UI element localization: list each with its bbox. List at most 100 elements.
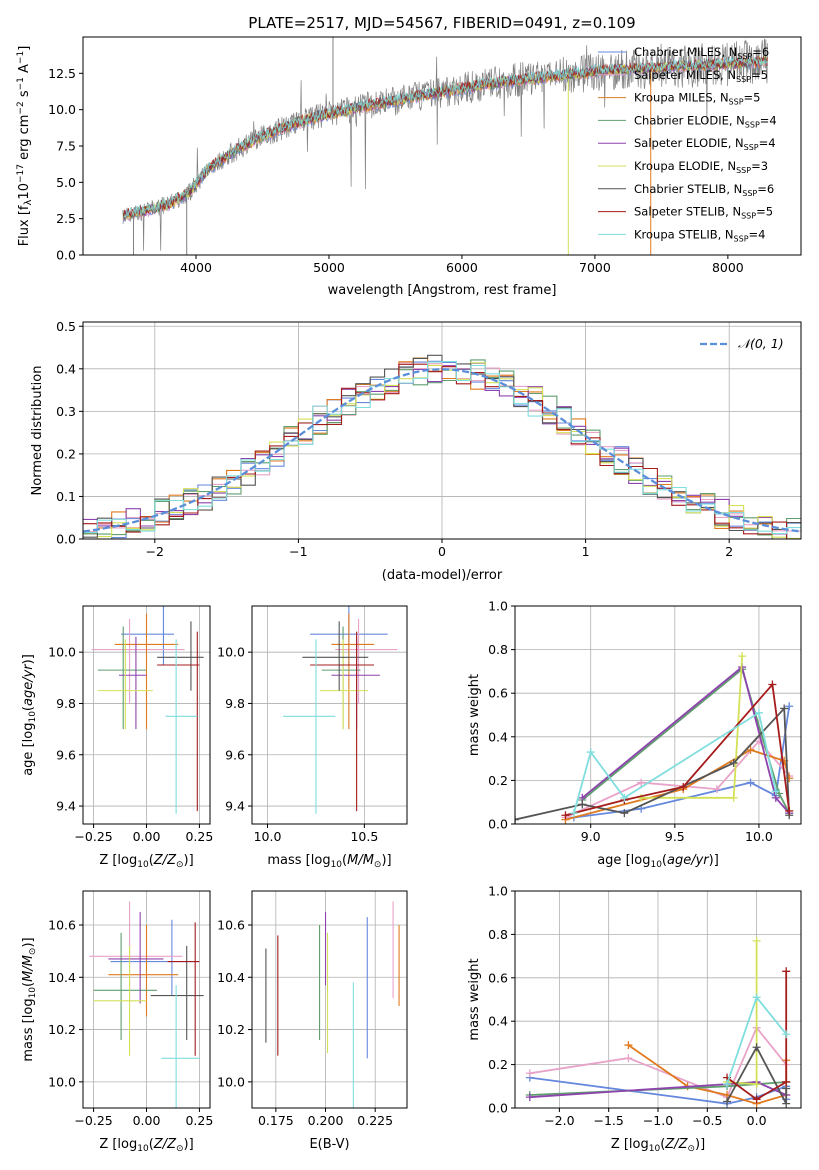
weight-line-chabrier_elodie [581, 667, 791, 814]
weight-point-chabrier_stelib [578, 800, 587, 809]
label-part: Z [log [99, 1137, 137, 1152]
x-axis-label: wavelength [Angstrom, rest frame] [328, 283, 557, 298]
y-tick-label: 0.2 [488, 773, 508, 788]
y-axis-label: age [log10(age/yr)] [21, 654, 38, 776]
legend-label-sub: SSP [737, 52, 752, 61]
y-tick-label: 0.4 [56, 361, 76, 376]
x-tick-label: −1.0 [643, 1113, 673, 1128]
x-axis-label: mass [log10(M/M⊙)] [267, 853, 391, 870]
y-tick-label: 10.0 [48, 645, 76, 660]
weight-point-kroupa_stelib [723, 1080, 732, 1089]
legend-label: Salpeter STELIB, NSSP=5 [634, 205, 773, 221]
x-tick-label: 0.200 [308, 1113, 344, 1128]
label-part: )] [21, 654, 36, 664]
x-tick-label: 0.0 [747, 1113, 767, 1128]
x-tick-label: 0.25 [185, 1113, 213, 1128]
y-tick-label: 0.4 [488, 729, 508, 744]
x-tick-label: −2 [146, 544, 164, 559]
legend-label-sub: SSP [736, 166, 751, 175]
legend-label-eq: =5 [756, 205, 773, 219]
plot-area [265, 901, 400, 1108]
y-axis-label: mass [log10(M/M⊙)] [21, 937, 38, 1061]
x-tick-label: 10.0 [254, 829, 282, 844]
legend-label: Chabrier ELODIE, NSSP=4 [634, 113, 777, 129]
weight-point-salpeter_miles [712, 785, 721, 794]
histogram-salpeter_stelib [83, 363, 801, 539]
x-tick-label: 10.0 [745, 829, 773, 844]
legend-label-main: Salpeter MILES, N [634, 68, 736, 82]
weight-point-salpeter_elodie [525, 1093, 534, 1102]
label-part: ( [21, 706, 36, 711]
weight-point-salpeter_stelib [768, 680, 777, 689]
weight-line-salpeter_stelib [726, 971, 788, 1101]
plot-area [283, 606, 398, 814]
y-tick-label: 10.4 [217, 970, 245, 985]
panel-spectrum: 4000 5000 6000 7000 8000 0.0 2.5 5.0 7.5 10.0 12.5… [16, 36, 802, 298]
label-part: )] [184, 1137, 194, 1152]
weight-point-salpeter_miles [525, 1069, 534, 1078]
normal-curve [83, 368, 801, 533]
weight-point-salpeter_stelib [679, 782, 688, 791]
x-tick-label: 0 [438, 544, 446, 559]
label-part: M/M [21, 955, 36, 982]
legend-label-sub: SSP [742, 189, 757, 198]
y-tick-label: 10.6 [217, 917, 245, 932]
y-tick-label: 0.5 [56, 319, 76, 334]
axes-frame [514, 605, 802, 825]
x-axis-label: Z [log10(Z/Z⊙)] [99, 853, 193, 870]
label-part: ⊙ [28, 948, 38, 956]
label-part: ⊙ [374, 860, 382, 870]
y-tick-label: 0.1 [56, 489, 76, 504]
label-part: 10 [650, 860, 662, 870]
y-tick-label: 10.2 [217, 1022, 245, 1037]
histogram-salpeter_elodie [83, 362, 801, 539]
x-tick-label: 2 [725, 544, 733, 559]
axes-frame [251, 890, 408, 1109]
x-axis-label: (data-model)/error [382, 568, 503, 583]
x-tick-label: −1 [289, 544, 307, 559]
label-part: ( [660, 1137, 665, 1152]
label-part: Z/Z [153, 853, 177, 868]
weight-line-chabrier_stelib [726, 1045, 788, 1105]
label-part: age/yr [21, 663, 36, 706]
y-tick-label: 9.6 [56, 747, 76, 762]
label-part: Z [log [99, 853, 137, 868]
y-axis-label: Flux [fλ10−17 erg cm−2 s−1 A−1] [16, 46, 34, 247]
weight-point-chabrier_stelib [782, 1099, 791, 1108]
label-part: ⊙ [687, 1144, 695, 1154]
weight-point-salpeter_miles [624, 1054, 633, 1063]
x-tick-label: 0.00 [133, 829, 161, 844]
y-tick-label: 0.0 [56, 532, 76, 547]
plot-area [515, 652, 794, 824]
x-tick-label: 6000 [446, 260, 478, 275]
legend-label-main: Chabrier ELODIE, N [634, 113, 745, 127]
weight-point-chabrier_stelib [780, 704, 789, 713]
weight-point-kroupa_stelib [586, 748, 595, 757]
legend-label: 𝒩(0, 1) [738, 336, 784, 351]
weight-line-salpeter_stelib [565, 682, 791, 817]
y-tick-label: 9.4 [56, 799, 76, 814]
legend-label-eq: =6 [757, 182, 774, 196]
y-tick-label: 9.8 [56, 696, 76, 711]
y-tick-label: 0.4 [488, 1014, 508, 1029]
weight-point-salpeter_stelib [785, 806, 794, 815]
label-part: 10 [331, 860, 343, 870]
legend-label-main: Chabrier MILES, N [634, 45, 737, 59]
weight-point-kroupa_miles [624, 1041, 633, 1050]
x-axis-label: E(B-V) [309, 1137, 349, 1152]
x-tick-label: 9.5 [665, 829, 685, 844]
x-axis-label: age [log10(age/yr)] [597, 853, 719, 870]
y-tick-label: 0.0 [488, 817, 508, 832]
legend-label-eq: =4 [749, 227, 766, 241]
x-tick-label: 0.25 [185, 829, 213, 844]
legend-label-sub: SSP [729, 98, 744, 107]
y-tick-label: 9.4 [225, 799, 245, 814]
y-tick-label: 10.0 [217, 1074, 245, 1089]
axes-frame [251, 605, 408, 825]
label-part: )] [381, 853, 391, 868]
legend-label-eq: =6 [752, 45, 769, 59]
legend-label: Kroupa STELIB, NSSP=4 [634, 227, 765, 243]
label-part: age [log [597, 853, 650, 868]
y-tick-label: 10.4 [48, 970, 76, 985]
